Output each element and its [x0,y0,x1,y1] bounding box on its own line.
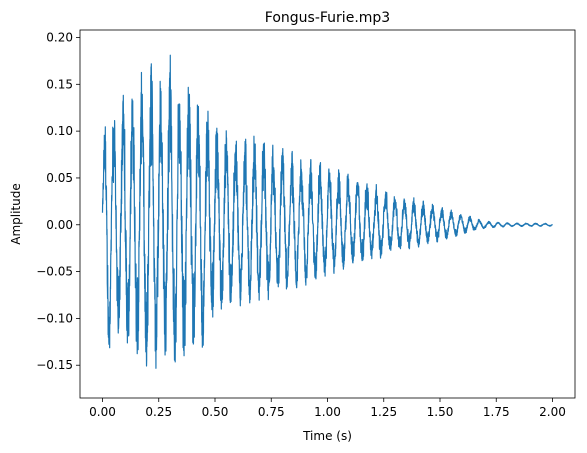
plot-area [79,29,576,399]
x-tick-label: 1.00 [314,405,341,419]
y-tick-label: 0.00 [46,218,73,232]
x-axis-label: Time (s) [302,429,352,443]
y-axis-label: Amplitude [9,183,23,245]
y-tick-label: 0.15 [46,77,73,91]
y-tick-label: 0.05 [46,171,73,185]
x-tick-label: 0.25 [145,405,172,419]
x-tick-label: 1.75 [483,405,510,419]
y-tick-label: 0.20 [46,30,73,44]
y-tick-label: −0.15 [36,358,73,372]
x-tick-label: 0.50 [202,405,229,419]
x-tick-label: 0.75 [258,405,285,419]
y-tick-label: −0.05 [36,265,73,279]
x-axis-ticks: 0.00 0.25 0.50 0.75 1.00 1.25 1.50 1.75 2.00 [89,398,566,419]
waveform-line [101,54,554,369]
y-tick-label: 0.10 [46,124,73,138]
x-tick-label: 2.00 [539,405,566,419]
chart-title: Fongus-Furie.mp3 [265,10,390,26]
x-tick-label: 1.50 [427,405,454,419]
waveform-series [101,54,554,369]
y-tick-label: −0.10 [36,311,73,325]
x-tick-label: 1.25 [370,405,397,419]
y-axis-ticks: −0.15 −0.10 −0.05 0.00 0.05 0.10 0.15 0.20 [36,30,80,372]
x-tick-label: 0.00 [89,405,116,419]
